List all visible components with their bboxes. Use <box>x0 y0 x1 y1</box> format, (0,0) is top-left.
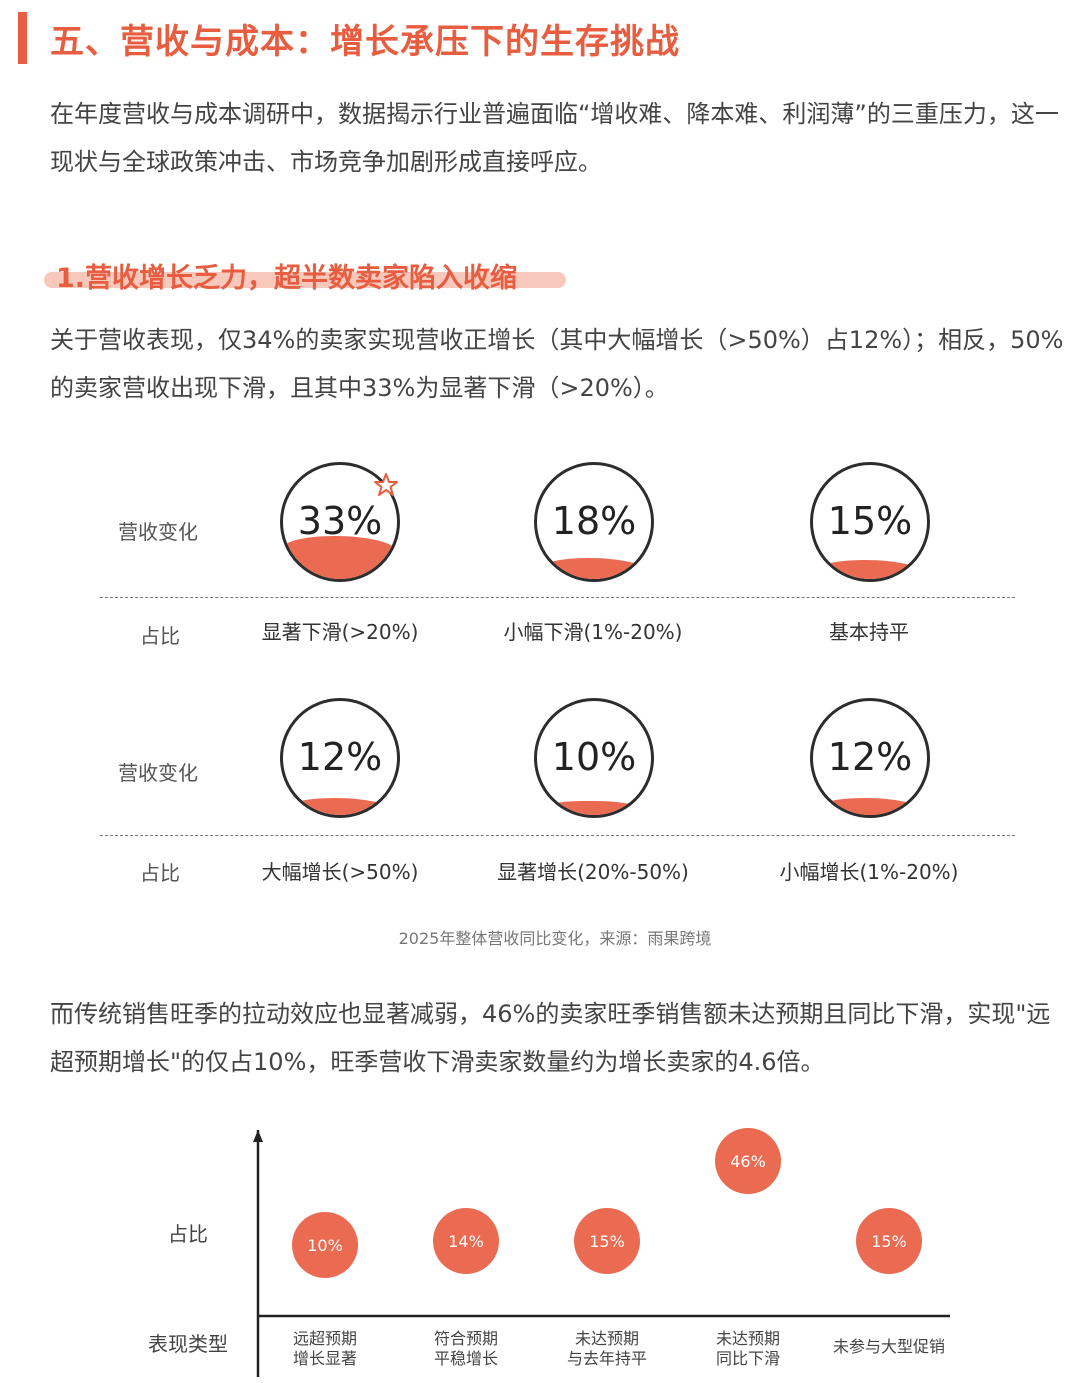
section-accent-bar <box>18 12 27 64</box>
circle-value: 18% <box>551 499 637 543</box>
circle-value: 12% <box>827 735 913 779</box>
category-tick-label: 平稳增长 <box>434 1349 498 1368</box>
peak-season-paragraph: 而传统销售旺季的拉动效应也显著减弱，46%的卖家旺季销售额未达预期且同比下滑，实… <box>50 1000 1051 1076</box>
bubble-label: 14% <box>448 1232 484 1251</box>
category-label: 小幅下滑(1%-20%) <box>503 620 683 644</box>
revenue-circle: 15% <box>810 462 930 582</box>
subsection-highlight <box>44 272 566 288</box>
bubble-label: 15% <box>871 1232 907 1251</box>
circle-value: 33% <box>297 499 383 543</box>
bubble <box>856 1208 922 1274</box>
fill-level <box>813 797 927 815</box>
revenue-circle: 12% <box>810 698 930 818</box>
circle-value: 10% <box>551 735 637 779</box>
subsection-title: 1.营收增长乏力，超半数卖家陷入收缩 <box>56 263 518 294</box>
chart-caption: 2025年整体营收同比变化，来源：雨果跨境 <box>398 929 712 948</box>
category-label: 大幅增长(>50%) <box>261 860 419 884</box>
category-label: 显著下滑(>20%) <box>261 620 419 644</box>
row-label-change: 营收变化 <box>118 761 198 785</box>
y-axis-label: 占比 <box>168 1222 208 1246</box>
fill-level <box>283 535 397 579</box>
bubble <box>433 1208 499 1274</box>
category-tick-label: 未参与大型促销 <box>833 1337 945 1356</box>
fill-level <box>537 801 651 815</box>
category-label: 小幅增长(1%-20%) <box>779 860 959 884</box>
circle-value: 15% <box>827 499 913 543</box>
section-title: 五、营收与成本：增长承压下的生存挑战 <box>50 22 680 62</box>
revenue-circle: 10% <box>534 698 654 818</box>
bubble-label: 10% <box>307 1236 343 1255</box>
category-tick-label: 未达预期 <box>716 1329 780 1348</box>
revenue-circle: 18% <box>534 462 654 582</box>
category-tick-label: 增长显著 <box>293 1349 357 1368</box>
row-label-share: 占比 <box>140 861 180 885</box>
row-label-share: 占比 <box>140 624 180 648</box>
revenue-circle: 33% <box>280 462 400 582</box>
row-divider <box>100 835 1015 836</box>
category-label: 显著增长(20%-50%) <box>497 860 689 884</box>
y-axis-arrow <box>253 1130 263 1142</box>
category-tick-label: 与去年持平 <box>567 1349 647 1368</box>
bubble <box>292 1212 358 1278</box>
fill-level <box>813 559 927 579</box>
category-tick-label: 同比下滑 <box>716 1349 780 1368</box>
fill-level <box>283 797 397 815</box>
category-tick-label: 远超预期 <box>293 1329 357 1348</box>
category-label: 基本持平 <box>829 620 909 644</box>
circle-value: 12% <box>297 735 383 779</box>
category-tick-label: 符合预期 <box>434 1329 498 1348</box>
category-tick-label: 未达预期 <box>575 1329 639 1348</box>
bubble <box>715 1128 781 1194</box>
bubble-label: 15% <box>589 1232 625 1251</box>
intro-paragraph: 在年度营收与成本调研中，数据揭示行业普遍面临“增收难、降本难、利润薄”的三重压力… <box>50 100 1059 176</box>
x-axis-label: 表现类型 <box>148 1332 228 1356</box>
row-divider <box>100 597 1015 598</box>
revenue-paragraph: 关于营收表现，仅34%的卖家实现营收正增长（其中大幅增长（>50%）占12%）；… <box>50 326 1064 402</box>
bubble-label: 46% <box>730 1152 766 1171</box>
row-label-change: 营收变化 <box>118 520 198 544</box>
bubble <box>574 1208 640 1274</box>
revenue-circle: 12% <box>280 698 400 818</box>
star-icon <box>374 473 398 496</box>
fill-level <box>537 558 651 579</box>
